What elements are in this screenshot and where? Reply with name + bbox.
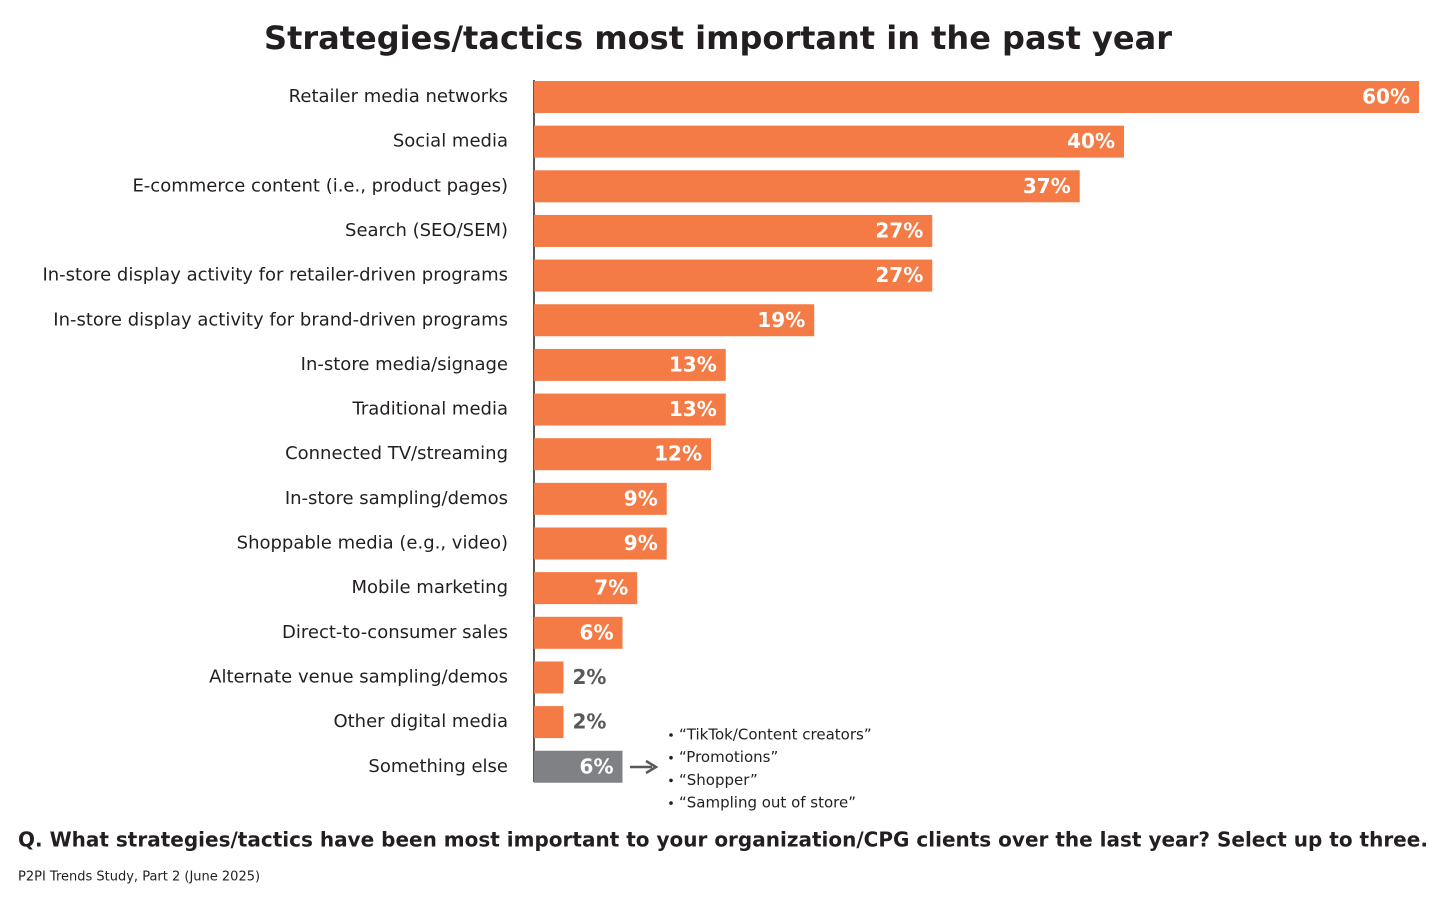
source: P2PI Trends Study, Part 2 (June 2025)	[18, 870, 260, 885]
category-label: In-store display activity for brand-driv…	[53, 309, 508, 330]
annotation: “TikTok/Content creators”	[679, 726, 872, 744]
bar	[534, 616, 623, 649]
value-label: 13%	[669, 352, 717, 376]
value-label: 27%	[875, 218, 923, 242]
value-label: 12%	[654, 442, 702, 466]
bar	[534, 125, 1124, 158]
bar	[534, 750, 623, 783]
category-label: Direct-to-consumer sales	[282, 622, 508, 643]
bar	[534, 304, 815, 337]
bullet	[669, 733, 673, 737]
bar	[534, 393, 726, 426]
category-label: Something else	[368, 756, 508, 777]
value-label: 40%	[1067, 129, 1115, 153]
value-label: 9%	[624, 531, 658, 555]
bar	[534, 572, 638, 605]
bar	[534, 214, 933, 247]
category-label: In-store sampling/demos	[285, 488, 508, 509]
bar	[534, 348, 726, 381]
value-label: 9%	[624, 486, 658, 510]
value-label: 6%	[580, 620, 614, 644]
chart-title: Strategies/tactics most important in the…	[264, 19, 1172, 57]
annotation: “Promotions”	[679, 748, 778, 766]
value-label: 6%	[580, 754, 614, 778]
category-label: In-store display activity for retailer-d…	[42, 265, 508, 286]
category-label: E-commerce content (i.e., product pages)	[132, 175, 508, 196]
bar	[534, 706, 564, 739]
bar	[534, 170, 1080, 203]
category-label: Alternate venue sampling/demos	[209, 666, 508, 687]
category-label: In-store media/signage	[301, 354, 508, 375]
category-label: Mobile marketing	[352, 577, 508, 598]
category-label: Other digital media	[333, 711, 508, 732]
category-label: Shoppable media (e.g., video)	[237, 533, 508, 554]
category-label: Retailer media networks	[289, 86, 508, 107]
category-label: Traditional media	[351, 399, 508, 420]
value-label: 13%	[669, 397, 717, 421]
bullet	[669, 801, 673, 805]
bar	[534, 438, 711, 471]
value-label: 2%	[573, 710, 607, 734]
value-label: 27%	[875, 263, 923, 287]
question: Q. What strategies/tactics have been mos…	[18, 828, 1428, 852]
bar	[534, 661, 564, 694]
bar	[534, 527, 667, 560]
value-label: 19%	[757, 308, 805, 332]
value-label: 2%	[573, 665, 607, 689]
annotation: “Shopper”	[679, 771, 758, 789]
value-label: 37%	[1023, 174, 1071, 198]
bar	[534, 81, 1419, 113]
bar	[534, 482, 667, 515]
arrow	[630, 759, 659, 775]
category-label: Social media	[393, 131, 508, 152]
value-label: 7%	[594, 576, 628, 600]
category-label: Search (SEO/SEM)	[345, 220, 508, 241]
bullet	[669, 778, 673, 783]
bullet	[669, 755, 673, 760]
category-label: Connected TV/streaming	[285, 443, 508, 464]
bar	[534, 259, 933, 292]
value-label: 60%	[1362, 85, 1410, 109]
annotation: “Sampling out of store”	[679, 794, 856, 812]
